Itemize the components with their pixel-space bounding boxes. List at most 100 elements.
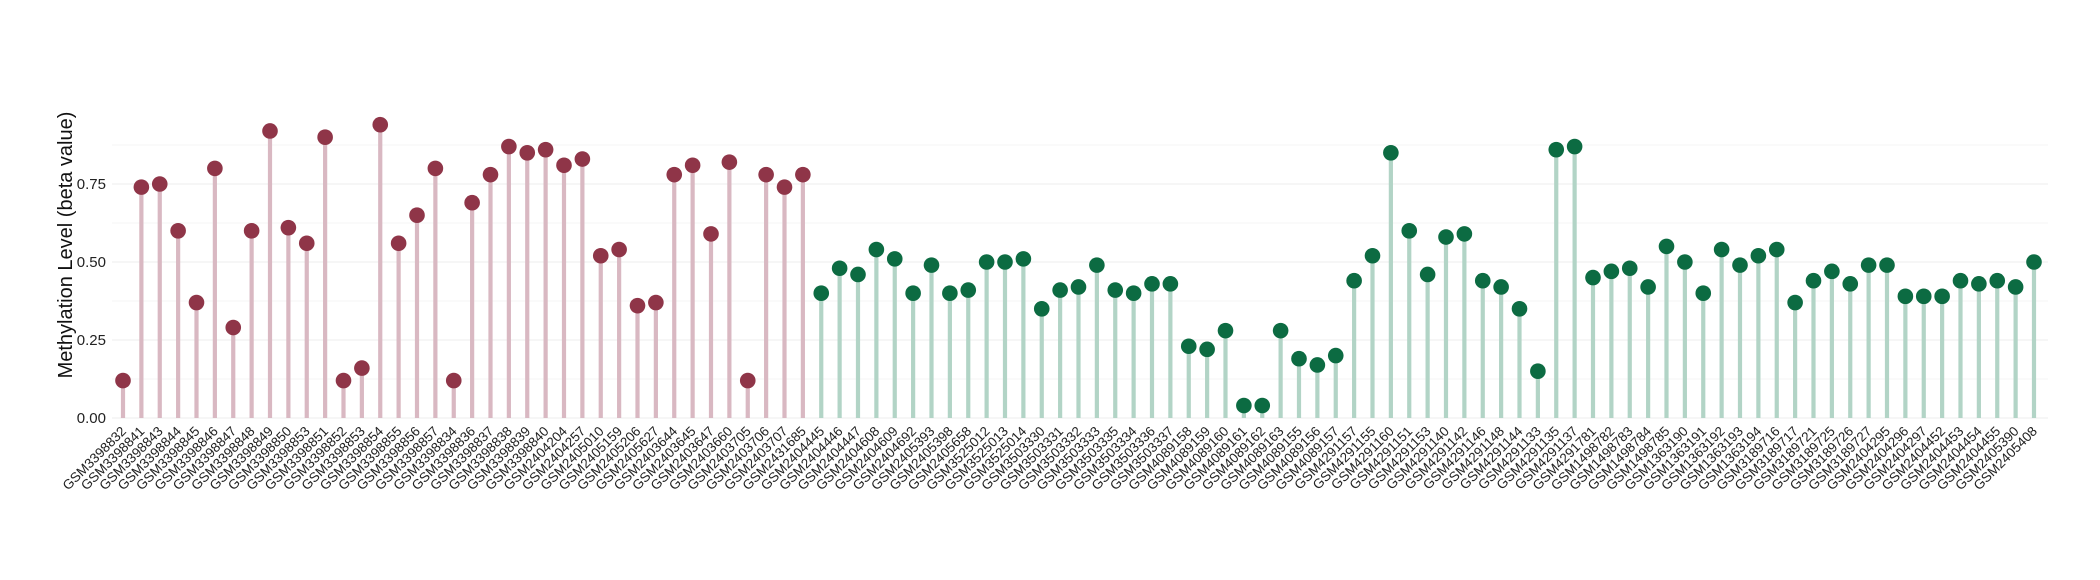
lollipop-dot (1750, 247, 1767, 264)
y-tick-label: 0.25 (77, 332, 106, 349)
lollipop-dot (1033, 301, 1050, 317)
lollipop-dot (1346, 272, 1362, 289)
lollipop-dot (390, 235, 407, 252)
lollipop-dot (1236, 397, 1252, 414)
y-tick-label: 0.00 (77, 410, 106, 427)
lollipop-dot (997, 254, 1013, 270)
lollipop-dots (115, 116, 2042, 414)
lollipop-dot (519, 145, 536, 161)
lollipop-dot (1272, 322, 1289, 339)
lollipop-dot (1897, 288, 1914, 305)
lollipop-dot (831, 260, 848, 277)
lollipop-dot (262, 123, 278, 139)
lollipop-dot (409, 207, 425, 223)
lollipop-dot (1107, 282, 1124, 298)
lollipop-dot (1842, 276, 1859, 292)
lollipop-dot (574, 151, 591, 167)
lollipop-dot (648, 294, 664, 311)
lollipop-dot (1879, 257, 1895, 273)
lollipop-dot (427, 160, 444, 177)
lollipop-dot (243, 223, 260, 239)
lollipop-dot (1989, 272, 2006, 289)
lollipop-dot (1640, 279, 1656, 295)
lollipop-dot (758, 166, 774, 183)
lollipop-dot (1658, 238, 1675, 255)
lollipop-dot (1327, 347, 1344, 364)
lollipop-dot (1768, 241, 1785, 258)
lollipop-dot (978, 254, 995, 270)
lollipop-dot (1015, 251, 1032, 267)
lollipop-dot (1383, 145, 1399, 161)
lollipop-dot (537, 141, 554, 158)
lollipop-dot (1162, 276, 1179, 292)
lollipop-dot (1364, 247, 1381, 264)
lollipop-dot (225, 319, 242, 336)
lollipop-dot (170, 223, 186, 239)
lollipop-dot (1915, 288, 1932, 305)
lollipop-dot (1566, 138, 1583, 155)
lollipop-dot (868, 241, 885, 258)
lollipop-dot (1971, 276, 1987, 292)
lollipop-dot (1952, 272, 1969, 289)
lollipop-dot (1860, 257, 1877, 273)
lollipop-dot (611, 241, 627, 258)
lollipop-dot (1585, 269, 1601, 286)
lollipop-dot (188, 294, 205, 311)
lollipop-dot (317, 129, 333, 145)
lollipop-dot (280, 219, 297, 236)
lollipop-dot (795, 166, 811, 183)
lollipop-dot (1474, 272, 1491, 289)
lollipop-dot (133, 179, 150, 195)
lollipop-dot (151, 176, 168, 192)
lollipop-dot (923, 257, 940, 273)
lollipop-dot (1089, 257, 1105, 273)
lollipop-dot (1456, 226, 1473, 242)
lollipop-dot (1695, 285, 1712, 302)
lollipop-dot (1511, 301, 1528, 317)
lollipop-dot (1530, 363, 1546, 380)
lollipop-dot (776, 179, 793, 195)
lollipop-dot (1144, 276, 1160, 292)
lollipop-dot (592, 247, 609, 264)
lollipop-dot (1787, 294, 1803, 311)
lollipop-dot (207, 160, 223, 177)
lollipop-dot (298, 235, 315, 252)
lollipop-dot (942, 285, 958, 302)
lollipop-dot (1419, 266, 1436, 283)
lollipop-dot (2026, 254, 2042, 270)
lollipop-dot (1603, 263, 1620, 280)
lollipop-dot (1713, 241, 1730, 258)
lollipop-dot (703, 226, 719, 242)
lollipop-dot (1548, 141, 1565, 158)
lollipop-dot (1677, 254, 1693, 270)
lollipop-dot (684, 157, 701, 174)
lollipop-stems (120, 124, 2037, 418)
lollipop-dot (1199, 341, 1215, 358)
lollipop-dot (501, 138, 517, 155)
lollipop-dot (813, 285, 830, 302)
lollipop-dot (666, 166, 683, 183)
y-axis-ticks: 0.00 0.25 0.50 0.75 (77, 176, 106, 427)
y-tick-label: 0.75 (77, 176, 106, 193)
lollipop-dot (482, 166, 499, 183)
lollipop-dot (1934, 288, 1950, 305)
lollipop-dot (850, 266, 866, 283)
lollipop-dot (1070, 279, 1087, 295)
lollipop-dot (721, 154, 738, 170)
lollipop-dot (886, 251, 903, 267)
lollipop-dot (372, 116, 389, 133)
x-axis-ticks: GSM3398832GSM3398841GSM3398843GSM3398844… (60, 423, 2041, 493)
lollipop-dot (1052, 282, 1068, 298)
lollipop-dot (354, 360, 370, 376)
lollipop-dot (1217, 322, 1234, 339)
lollipop-dot (629, 297, 646, 314)
lollipop-dot (1621, 260, 1638, 277)
lollipop-dot (739, 372, 756, 389)
lollipop-dot (1805, 272, 1822, 289)
y-axis-label: Methylation Level (beta value) (55, 112, 77, 379)
lollipop-dot (1309, 357, 1326, 373)
lollipop-dot (1254, 397, 1271, 414)
lollipop-dot (1493, 279, 1509, 295)
lollipop-dot (556, 157, 572, 174)
